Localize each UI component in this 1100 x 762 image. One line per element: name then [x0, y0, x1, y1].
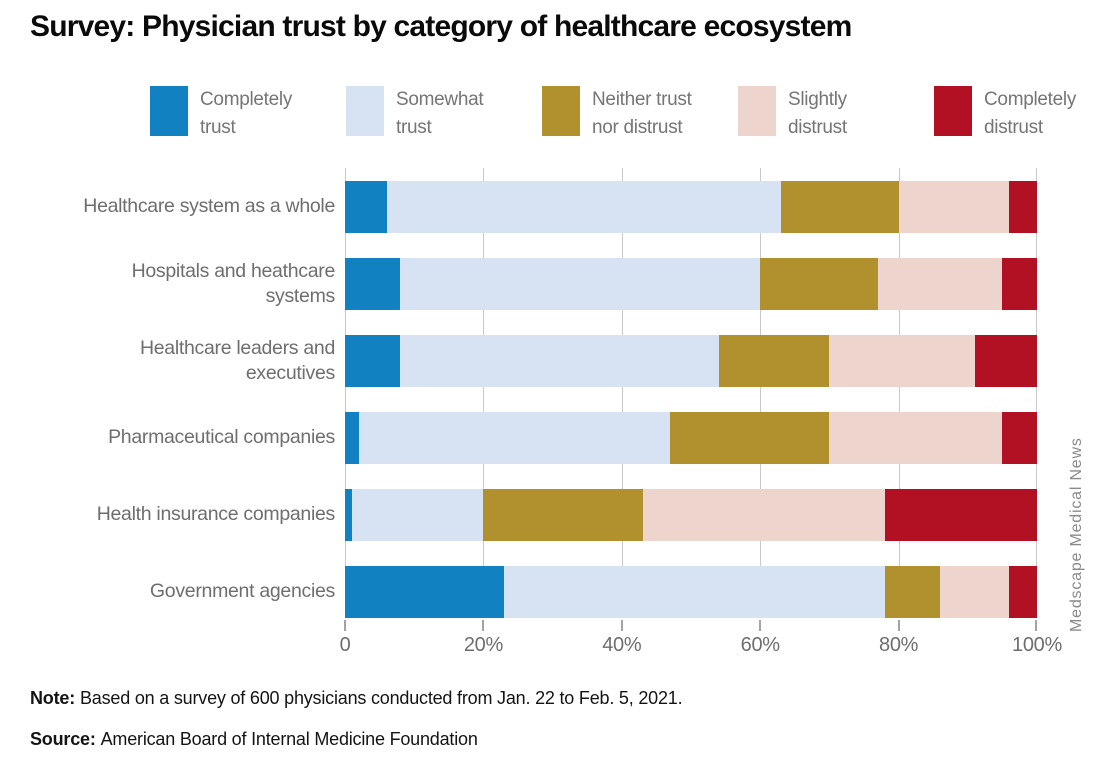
chart-title: Survey: Physician trust by category of h…	[30, 10, 852, 43]
bar-segment-slightly-distrust	[642, 489, 885, 541]
note-text: Based on a survey of 600 physicians cond…	[80, 688, 683, 708]
bar-segment-neither-trust-nor-distrust	[884, 566, 941, 618]
source-line: Source: American Board of Internal Medici…	[30, 729, 478, 750]
bar-segment-completely-distrust	[1002, 258, 1037, 310]
category-label-line: Pharmaceutical companies	[108, 426, 335, 449]
gridline	[760, 168, 762, 618]
bar-segment-neither-trust-nor-distrust	[760, 258, 878, 310]
bar-segment-neither-trust-nor-distrust	[718, 335, 830, 387]
bar-segment-completely-trust	[345, 335, 401, 387]
bar-segment-slightly-distrust	[829, 335, 975, 387]
bar-segment-somewhat-trust	[351, 489, 484, 541]
gridline	[898, 168, 900, 618]
source-label: Source:	[30, 729, 96, 749]
bar-segment-neither-trust-nor-distrust	[483, 489, 643, 541]
note-label: Note:	[30, 688, 75, 708]
category-label-line: Healthcare leaders and	[139, 336, 335, 359]
category-label-line: executives	[245, 362, 335, 384]
x-axis-label: 80%	[879, 634, 919, 656]
x-axis-label: 0	[339, 634, 351, 656]
bar-segment-somewhat-trust	[400, 258, 761, 310]
gridline	[621, 168, 623, 618]
legend-item-somewhat-trust: Somewhat trust	[346, 86, 512, 141]
category-label-government-agencies: Government agencies	[20, 566, 335, 618]
legend-label: Completely distrust	[984, 89, 1077, 138]
plot-area: 0 20% 40% 60% 80% 100%	[340, 168, 1062, 656]
legend-item-completely-distrust: Completely distrust	[934, 86, 1100, 141]
bar-segment-completely-trust	[345, 489, 352, 541]
bar-segment-completely-distrust	[1009, 181, 1037, 233]
legend-label: Completely trust	[200, 89, 293, 138]
credit-watermark: Medscape Medical News	[1068, 437, 1085, 632]
category-axis: Healthcare system as a whole Hospitals an…	[20, 168, 335, 618]
bar-row-pharmaceutical-companies	[345, 412, 1037, 464]
legend-swatch-completely-trust	[150, 86, 188, 136]
axis-tick	[482, 620, 485, 631]
bar-segment-slightly-distrust	[877, 258, 1003, 310]
bar-segment-neither-trust-nor-distrust	[670, 412, 830, 464]
legend-label: Slightly distrust	[788, 89, 847, 138]
legend-swatch-slightly-distrust	[738, 86, 776, 136]
bar-row-health-insurance-companies	[345, 489, 1037, 541]
bar-segment-somewhat-trust	[358, 412, 671, 464]
bar-row-government-agencies	[345, 566, 1037, 618]
gridline	[345, 168, 346, 618]
bar-segment-completely-distrust	[1009, 566, 1037, 618]
x-axis-label: 60%	[740, 634, 780, 656]
bar-segment-somewhat-trust	[400, 335, 719, 387]
bar-segment-completely-trust	[345, 258, 401, 310]
legend-swatch-somewhat-trust	[346, 86, 384, 136]
bar-segment-neither-trust-nor-distrust	[780, 181, 899, 233]
axis-tick	[1035, 620, 1037, 631]
bar-segment-slightly-distrust	[940, 566, 1010, 618]
bar-row-hospitals-and-heathcare-systems	[345, 258, 1037, 310]
bar-segment-completely-trust	[345, 566, 505, 618]
legend-item-neither-trust-nor-distrust: Neither trust nor distrust	[542, 86, 708, 141]
source-text: American Board of Internal Medicine Foun…	[100, 729, 478, 749]
legend-item-slightly-distrust: Slightly distrust	[738, 86, 904, 141]
legend-swatch-neither-trust-nor-distrust	[542, 86, 580, 136]
bar-segment-slightly-distrust	[829, 412, 1003, 464]
category-label-healthcare-leaders-and-executives: Healthcare leaders and executives	[20, 335, 335, 387]
bar-segment-somewhat-trust	[386, 181, 781, 233]
axis-tick	[620, 620, 623, 631]
category-label-line: Hospitals and heathcare	[131, 259, 336, 282]
legend-label: Somewhat trust	[396, 89, 484, 138]
category-label-healthcare-system-as-a-whole: Healthcare system as a whole	[20, 181, 335, 233]
x-axis-label: 100%	[1012, 634, 1062, 656]
bar-segment-completely-distrust	[974, 335, 1037, 387]
category-label-line: Health insurance companies	[96, 503, 336, 526]
bar-row-healthcare-system-as-a-whole	[345, 181, 1037, 233]
category-label-line: Healthcare system as a whole	[83, 195, 335, 218]
category-label-health-insurance-companies: Health insurance companies	[20, 489, 336, 541]
x-axis-label: 20%	[463, 634, 503, 656]
bar-segment-completely-distrust	[884, 489, 1037, 541]
note-line: Note: Based on a survey of 600 physicians…	[30, 688, 683, 709]
bar-segment-completely-trust	[345, 412, 359, 464]
x-axis-labels: 0 20% 40% 60% 80% 100%	[340, 634, 1063, 662]
category-label-pharmaceutical-companies: Pharmaceutical companies	[20, 412, 335, 464]
gridline	[483, 168, 485, 618]
legend: Completely trust Somewhat trust Neither tr…	[150, 86, 1100, 141]
axis-tick	[897, 620, 900, 631]
category-label-line: systems	[265, 285, 336, 307]
gridline	[1036, 168, 1037, 618]
bar-segment-slightly-distrust	[898, 181, 1010, 233]
axis-tick	[344, 620, 346, 631]
bar-segment-somewhat-trust	[504, 566, 885, 618]
legend-label: Neither trust nor distrust	[592, 89, 692, 138]
bar-segment-completely-distrust	[1002, 412, 1037, 464]
legend-swatch-completely-distrust	[934, 86, 972, 136]
bar-row-healthcare-leaders-and-executives	[345, 335, 1037, 387]
bar-segment-completely-trust	[345, 181, 387, 233]
axis-tick	[759, 620, 762, 631]
legend-item-completely-trust: Completely trust	[150, 86, 316, 141]
category-label-hospitals-and-heathcare-systems: Hospitals and heathcare systems	[20, 258, 336, 310]
x-axis-label: 40%	[602, 634, 642, 656]
category-label-line: Government agencies	[149, 580, 335, 603]
